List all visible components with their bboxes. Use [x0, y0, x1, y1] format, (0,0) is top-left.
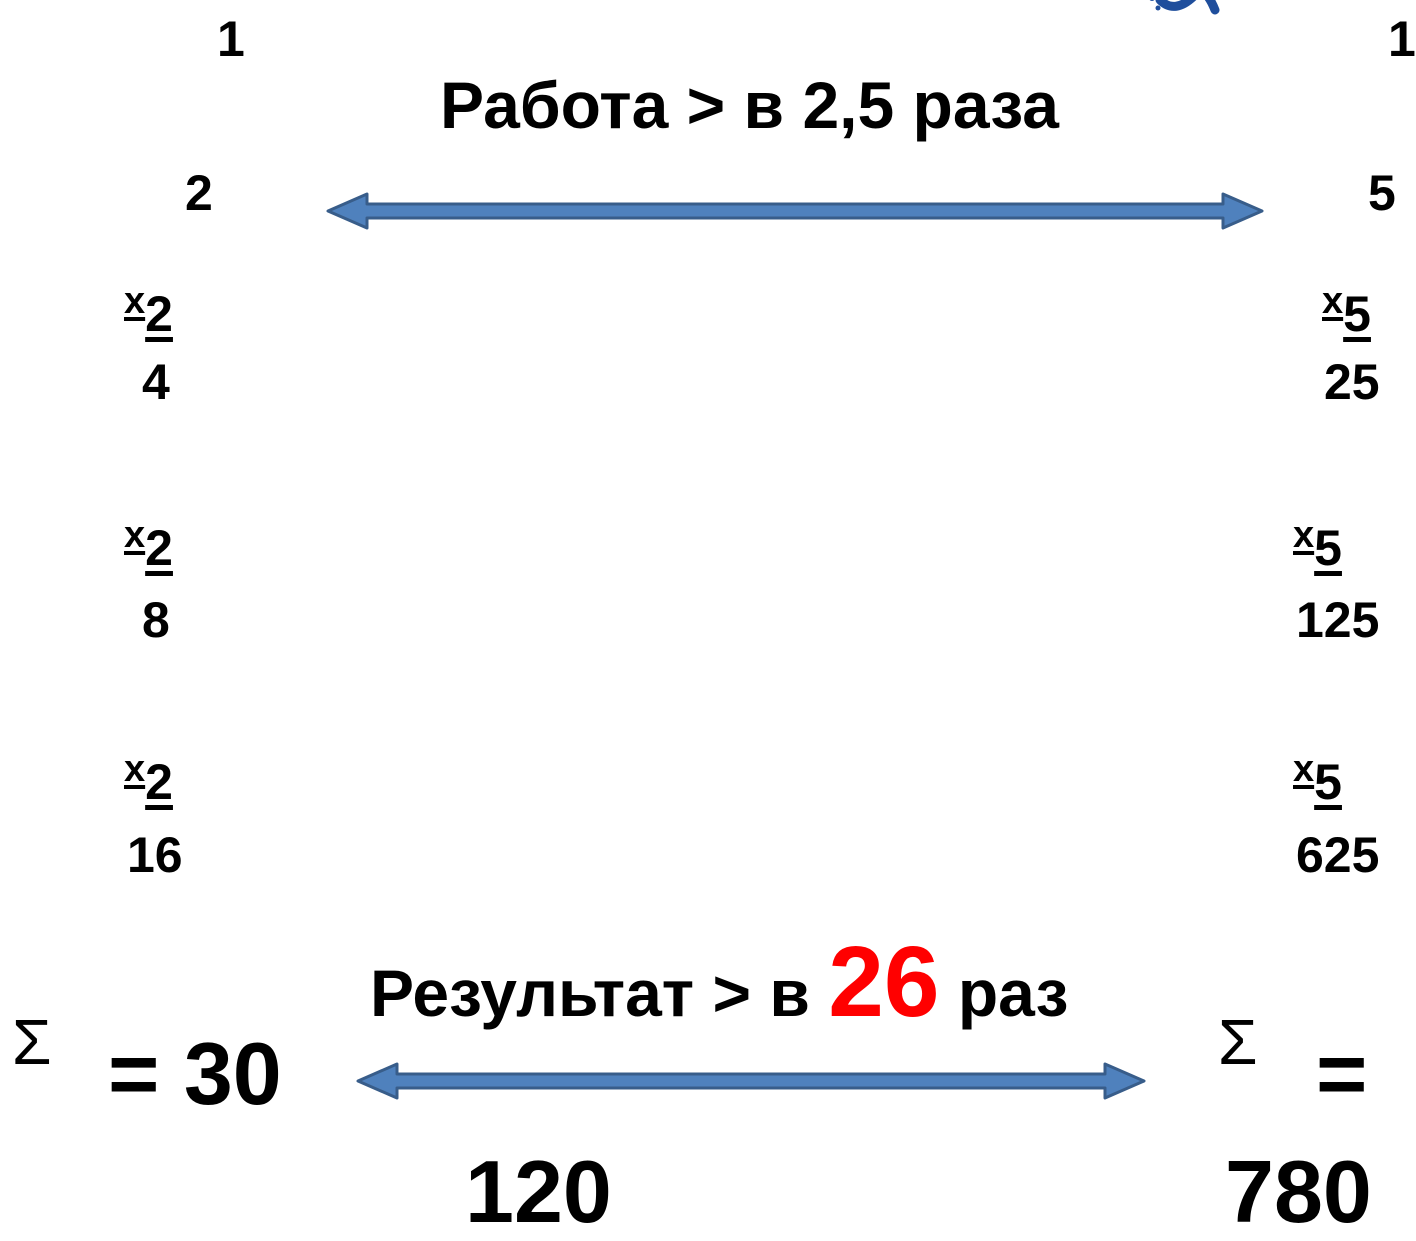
- multiplier-digit: 5: [1314, 754, 1342, 810]
- result-highlight-value: 26: [828, 926, 940, 1038]
- multiplier-digit: 2: [145, 520, 173, 576]
- multiply-sign: x: [1293, 748, 1315, 790]
- multiplier-digit: 5: [1314, 520, 1342, 576]
- right-sum-label: =: [1316, 1024, 1368, 1123]
- left-sigma-icon: Σ: [12, 1006, 52, 1078]
- work-comparison-heading: Работа > в 2,5 раза: [440, 68, 1060, 142]
- top-double-arrow-icon: [326, 192, 1264, 230]
- left-multiplier-3: x2: [124, 750, 173, 807]
- multiply-sign: x: [1322, 280, 1344, 322]
- right-multiplier-3: x5: [1293, 750, 1342, 807]
- right-total: 780: [1225, 1142, 1372, 1241]
- right-result-3: 625: [1296, 827, 1380, 883]
- left-multiplier-2: x2: [124, 516, 173, 573]
- right-sigma-icon: Σ: [1218, 1006, 1258, 1078]
- result-suffix: раз: [939, 956, 1069, 1030]
- right-multiplier-1: x5: [1322, 282, 1371, 339]
- left-result-3: 16: [127, 827, 183, 883]
- multiply-sign: x: [1293, 514, 1315, 556]
- multiply-sign: x: [124, 748, 146, 790]
- result-comparison-heading: Результат > в 26 раз: [370, 932, 1068, 1032]
- multiply-sign: x: [124, 280, 146, 322]
- multiplier-digit: 2: [145, 754, 173, 810]
- left-result-1: 4: [142, 354, 170, 410]
- result-prefix: Результат > в: [370, 956, 829, 1030]
- right-multiplier-2: x5: [1293, 516, 1342, 573]
- left-row1-value: 1: [217, 11, 245, 67]
- left-multiplier-1: x2: [124, 282, 173, 339]
- multiply-sign: x: [124, 514, 146, 556]
- right-result-1: 25: [1324, 354, 1380, 410]
- multiplier-digit: 5: [1343, 286, 1371, 342]
- bottom-double-arrow-icon: [356, 1062, 1146, 1100]
- left-row2-value: 2: [185, 165, 213, 221]
- right-result-2: 125: [1296, 592, 1380, 648]
- left-total: 120: [465, 1142, 612, 1241]
- left-sum-label: = 30: [108, 1024, 282, 1123]
- left-result-2: 8: [142, 592, 170, 648]
- right-row1-value: 1: [1388, 11, 1416, 67]
- right-row2-value: 5: [1368, 165, 1396, 221]
- logo-swirl-icon: [1149, 0, 1220, 15]
- multiplier-digit: 2: [145, 286, 173, 342]
